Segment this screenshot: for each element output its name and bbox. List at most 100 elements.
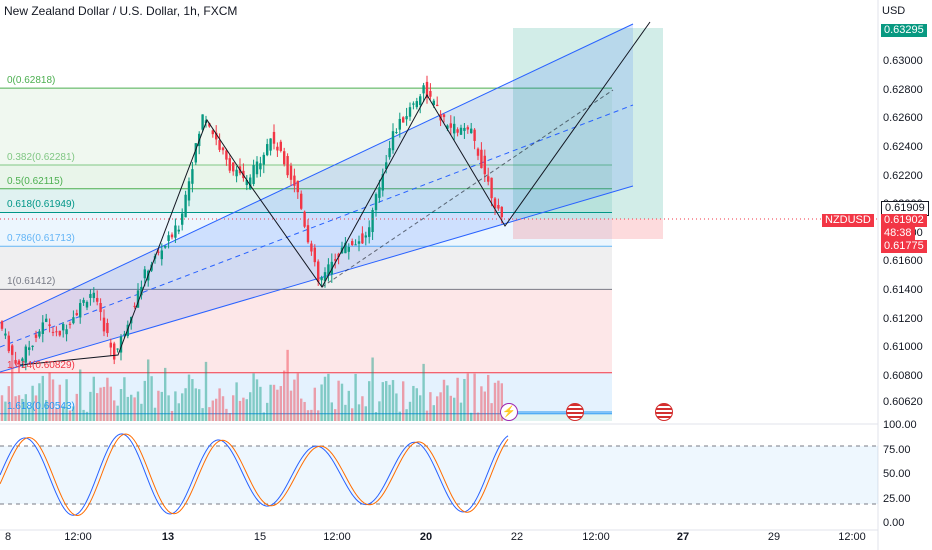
volume-bar — [289, 390, 293, 421]
volume-bar — [14, 396, 17, 421]
candle-body — [402, 117, 405, 123]
volume-bar — [493, 382, 497, 421]
candle-body — [361, 233, 364, 244]
volume-bar — [126, 396, 129, 421]
fib-zone — [0, 88, 612, 165]
candle-body — [262, 154, 265, 165]
volume-bar — [497, 380, 500, 421]
volume-bar — [402, 381, 405, 421]
volume-bar — [310, 409, 313, 421]
volume-bar — [391, 380, 395, 421]
candle-body — [7, 335, 10, 352]
volume-bar — [136, 391, 140, 421]
symbol-tag: NZDUSD — [822, 214, 874, 227]
candle-body — [68, 323, 72, 325]
candle-body — [119, 336, 123, 353]
candle-body — [446, 125, 449, 129]
volume-bar — [89, 391, 92, 421]
fib-zone — [0, 164, 612, 189]
volume-bar — [357, 404, 361, 421]
volume-bar — [327, 373, 330, 421]
volume-bar — [55, 407, 58, 421]
volume-bar — [374, 412, 378, 421]
volume-bar — [351, 408, 354, 421]
candle-body — [337, 253, 340, 257]
candle-body — [245, 179, 248, 186]
oscillator-tick-label: 25.00 — [883, 492, 911, 505]
volume-bar — [446, 385, 449, 421]
volume-bar — [463, 378, 466, 421]
volume-bar — [395, 393, 398, 421]
candle-body — [323, 272, 327, 282]
volume-bar — [34, 395, 38, 421]
symbol-title[interactable]: New Zealand Dollar / U.S. Dollar, 1h, FX… — [4, 4, 238, 18]
stochastic-d-line — [0, 433, 509, 516]
volume-bar — [419, 395, 422, 421]
volume-bar — [7, 386, 10, 421]
candle-body — [425, 81, 429, 98]
volume-bar — [368, 381, 371, 421]
candle-body — [58, 330, 61, 336]
volume-bar — [283, 370, 286, 421]
candle-body — [463, 127, 466, 131]
volume-bar — [398, 411, 401, 421]
volume-bar — [371, 357, 374, 421]
candle-body — [167, 235, 170, 242]
volume-bar — [225, 408, 228, 421]
volume-bar — [235, 382, 238, 421]
candle-body — [72, 317, 75, 324]
volume-bar — [48, 372, 51, 421]
price-tick-label: 0.61000 — [883, 341, 923, 354]
volume-bar — [364, 406, 367, 421]
price-tick-label: 0.61400 — [883, 284, 923, 297]
candle-body — [51, 331, 55, 333]
volume-bar — [483, 391, 486, 421]
us-flag-icon[interactable] — [566, 403, 584, 421]
volume-bar — [133, 397, 136, 421]
volume-bar — [191, 379, 194, 421]
volume-bar — [259, 386, 262, 421]
fib-level-label: 0.5(0.62115) — [7, 175, 63, 187]
time-tick-label: 27 — [676, 531, 690, 543]
candle-body — [259, 163, 262, 170]
candle-body — [354, 244, 357, 246]
candle-body — [136, 290, 140, 308]
volume-bar — [323, 376, 327, 421]
candle-body — [11, 345, 14, 355]
volume-bar — [249, 392, 252, 421]
volume-bar — [201, 408, 204, 421]
candle-body — [228, 158, 231, 171]
volume-bar — [68, 410, 72, 421]
oscillator-tick-label: 0.00 — [883, 517, 905, 529]
volume-bar — [208, 407, 211, 421]
volume-bar — [215, 398, 218, 421]
candle-body — [123, 333, 126, 335]
candle-body — [221, 147, 225, 151]
us-flag-icon[interactable] — [655, 403, 673, 421]
volume-bar — [123, 377, 126, 421]
candle-body — [191, 169, 194, 184]
lightning-icon[interactable]: ⚡ — [500, 403, 518, 421]
volume-bar — [269, 384, 272, 421]
time-tick-label: 12:00 — [838, 531, 866, 543]
volume-bar — [0, 395, 4, 421]
oscillator-band — [0, 446, 878, 504]
volume-bar — [62, 406, 65, 421]
volume-bar — [102, 386, 106, 421]
candle-body — [232, 162, 235, 172]
candle-body — [490, 177, 493, 199]
volume-bar — [272, 384, 276, 421]
volume-bar — [157, 390, 160, 421]
candle-body — [38, 331, 41, 337]
candle-body — [493, 198, 497, 209]
candle-body — [357, 241, 361, 244]
candle-body — [45, 318, 48, 322]
volume-bar — [439, 392, 442, 421]
candle-body — [480, 149, 483, 169]
candle-body — [75, 313, 78, 316]
volume-bar — [24, 394, 27, 421]
candle-body — [368, 227, 371, 237]
volume-bar — [422, 363, 425, 421]
volume-bar — [147, 359, 150, 421]
